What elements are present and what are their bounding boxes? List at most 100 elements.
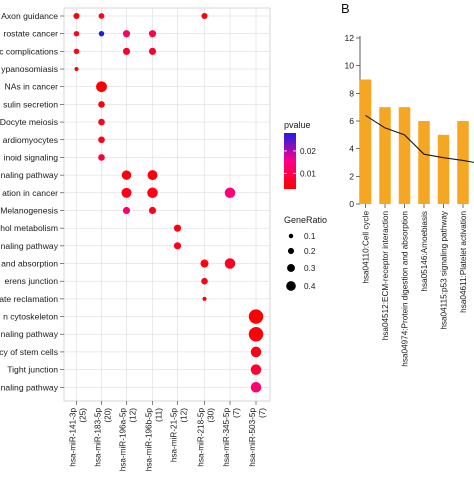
dotplot-point [98, 136, 105, 143]
dotplot-column-label: hsa-miR-21-5p [170, 408, 179, 463]
bar-category-label: hsa05146:Amoebiasis [420, 211, 429, 292]
dotplot-column-count: (11) [155, 408, 164, 422]
dotplot-column-label: hsa-miR-196b-5p [145, 408, 154, 472]
dotplot-point [73, 13, 79, 19]
bar [457, 121, 469, 204]
bar-category-label: hsa04512:ECM-receptor interaction [381, 211, 390, 341]
dotplot-row-label: c complications [0, 46, 58, 56]
dotplot-point [98, 119, 105, 126]
bar-ytick-label: 4 [349, 144, 354, 154]
dotplot-point [251, 364, 262, 375]
generatio-legend-title: GeneRatio [284, 215, 327, 225]
bar-category-label: hsa04110:Cell cycle [362, 211, 371, 284]
dotplot-column-count: (12) [129, 408, 138, 423]
dotplot-point [201, 13, 207, 19]
dotplot-point [201, 278, 208, 285]
dotplot-frame [64, 8, 270, 401]
dotplot-row-label: Melanogenesis [0, 205, 58, 215]
dotplot-point [251, 382, 262, 393]
dotplot-point [201, 260, 209, 268]
dotplot-row-label: cy of stem cells [0, 347, 58, 357]
dotplot-point [251, 347, 262, 358]
dotplot-point [225, 258, 236, 269]
dotplot-column-label: hsa-miR-345-5p [222, 408, 231, 467]
dotplot-row-label: NAs in cancer [5, 82, 59, 92]
dotplot-column-label: hsa-miR-183-5p [94, 408, 103, 467]
bar [360, 80, 372, 205]
dotplot-point [74, 67, 78, 71]
bar-category-label: hsa04611:Platelet activation [459, 211, 468, 313]
dotplot-point [149, 30, 156, 37]
dotplot-row-label: ate reclamation [0, 294, 58, 304]
dotplot-row-label: n cytoskeleton [3, 312, 58, 322]
bar [379, 107, 391, 204]
dotplot-point [122, 170, 131, 179]
dotplot-column-count: (30) [207, 408, 216, 423]
dotplot-column-count: (20) [104, 408, 113, 423]
dotplot-row-label: naling pathway [1, 329, 59, 339]
dotplot-point [174, 225, 181, 232]
dotplot-row-label: sulin secretion [3, 99, 58, 109]
dotplot-point [174, 242, 181, 249]
generatio-legend-dot [289, 234, 293, 238]
dotplot-row-label: inoid signaling [4, 152, 59, 162]
bar-ytick-label: 6 [349, 116, 354, 126]
panel-b-label: B [341, 1, 350, 16]
generatio-legend-dot [288, 248, 294, 254]
dotplot-column-label: hsa-miR-196a-5p [119, 408, 128, 472]
dotplot-point [96, 81, 107, 92]
dotplot-panel: Axon guidance rostate cancer c complicatio… [0, 8, 270, 471]
dotplot-row-label: ation in cancer [2, 188, 58, 198]
generatio-legend-dot [286, 281, 296, 291]
generatio-legend-label: 0.1 [304, 232, 316, 241]
dotplot-row-label: naling pathway [1, 170, 59, 180]
dotplot-point [202, 297, 206, 301]
bar [399, 107, 411, 204]
dotplot-point [149, 48, 156, 55]
generatio-legend-label: 0.2 [304, 247, 316, 256]
dotplot-point [147, 188, 158, 199]
dotplot-point [249, 327, 263, 341]
dotplot-row-label: rostate cancer [4, 29, 59, 39]
dotplot-column-count: (7) [232, 408, 241, 418]
dotplot-row-label: Tight junction [7, 365, 58, 375]
pvalue-legend-title: pvalue [284, 120, 311, 130]
pvalue-colorbar [284, 133, 296, 189]
dotplot-column-count: (7) [258, 408, 267, 418]
dotplot-point [249, 309, 263, 323]
dotplot-row-label: hol metabolism [0, 223, 58, 233]
bar-ytick-label: 2 [349, 171, 354, 181]
generatio-legend-label: 0.3 [304, 264, 316, 273]
bar [418, 121, 430, 204]
dotplot-column-count: (25) [79, 408, 88, 423]
dotplot-row-label: Docyte meiosis [0, 117, 58, 127]
bar [438, 135, 450, 204]
dotplot-point [123, 48, 130, 55]
dotplot-column-count: (12) [180, 408, 189, 423]
dotplot-point [148, 170, 158, 180]
generatio-legend-dot [287, 264, 295, 272]
dotplot-column-label: hsa-miR-141-3p [69, 408, 78, 467]
dotplot-point [74, 49, 79, 54]
pvalue-tick-label: 0.01 [300, 169, 316, 178]
dotplot-row-label: ypanosomiasis [1, 64, 58, 74]
dotplot-row-label: ardiomyocytes [3, 135, 58, 145]
dotplot-point [74, 31, 79, 36]
dotplot-point [99, 31, 104, 36]
dotplot-column-label: hsa-miR-218-5p [197, 408, 206, 467]
dotplot-point [149, 207, 156, 214]
dotplot-row-label: Axon guidance [1, 11, 58, 21]
bar-ytick-label: 10 [344, 61, 354, 71]
dotplot-row-label: naling pathway [1, 241, 59, 251]
dotplot-point [123, 30, 130, 37]
dotplot-point [122, 188, 132, 198]
dotplot-row-label: erens junction [4, 276, 58, 286]
bar-ytick-label: 12 [344, 33, 354, 43]
bar-category-label: hsa04115:p53 signaling pathway [440, 210, 449, 330]
dotplot-point [123, 207, 130, 214]
bar-ytick-label: 8 [349, 88, 354, 98]
